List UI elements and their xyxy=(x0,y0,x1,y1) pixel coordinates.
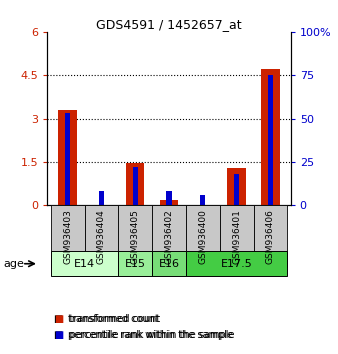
Text: GSM936401: GSM936401 xyxy=(232,209,241,264)
Text: E17.5: E17.5 xyxy=(221,259,252,269)
Text: GSM936404: GSM936404 xyxy=(97,209,106,264)
Text: GDS4591 / 1452657_at: GDS4591 / 1452657_at xyxy=(96,18,242,31)
Bar xyxy=(234,174,239,205)
Bar xyxy=(65,113,70,205)
Text: ■: ■ xyxy=(54,330,63,340)
Text: GSM936403: GSM936403 xyxy=(63,209,72,264)
Bar xyxy=(261,69,280,205)
Text: GSM936402: GSM936402 xyxy=(165,209,173,264)
Bar xyxy=(167,192,172,205)
Text: percentile rank within the sample: percentile rank within the sample xyxy=(68,330,233,340)
Bar xyxy=(227,168,246,205)
Text: GSM936400: GSM936400 xyxy=(198,209,207,264)
Bar xyxy=(160,200,178,205)
Bar xyxy=(126,164,145,205)
Text: GSM936405: GSM936405 xyxy=(131,209,140,264)
Text: E16: E16 xyxy=(159,259,179,269)
Text: transformed count: transformed count xyxy=(68,314,158,324)
Bar xyxy=(200,195,206,205)
Text: ■: ■ xyxy=(54,314,63,324)
Bar xyxy=(99,192,104,205)
Bar xyxy=(133,167,138,205)
Bar xyxy=(268,75,273,205)
Bar xyxy=(58,110,77,205)
Text: ■  percentile rank within the sample: ■ percentile rank within the sample xyxy=(54,330,235,340)
Text: E15: E15 xyxy=(125,259,146,269)
Text: age: age xyxy=(3,259,24,269)
Text: E14: E14 xyxy=(74,259,95,269)
Text: GSM936406: GSM936406 xyxy=(266,209,275,264)
Text: ■  transformed count: ■ transformed count xyxy=(54,314,160,324)
